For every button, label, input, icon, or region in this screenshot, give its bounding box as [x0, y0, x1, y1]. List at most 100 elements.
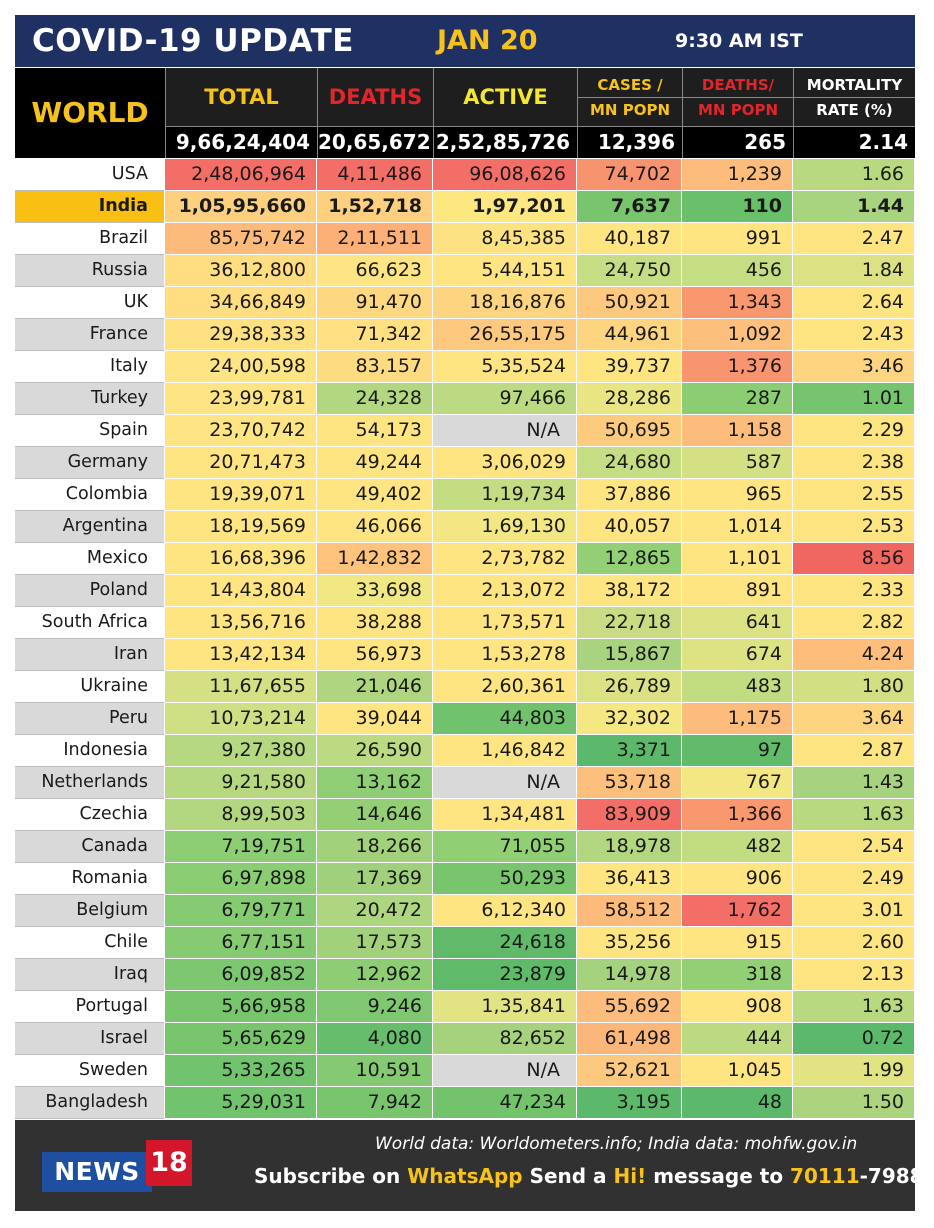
cell-total: 1,05,95,660 — [165, 191, 317, 223]
table-row: Spain 23,70,742 54,173 N/A 50,695 1,158 2.29 — [15, 415, 915, 447]
footer: NEWS 18 World data: Worldometers.info; I… — [15, 1120, 934, 1211]
cell-total: 23,99,781 — [165, 383, 317, 415]
cell-active: 1,97,201 — [433, 191, 577, 223]
logo-18: 18 — [146, 1140, 192, 1186]
header-cases-per-million: CASES / MN POPN — [577, 68, 682, 126]
cell-total: 24,00,598 — [165, 351, 317, 383]
cell-deaths-mn: 483 — [682, 671, 793, 703]
cell-deaths-mn: 287 — [682, 383, 793, 415]
cell-deaths-mn: 1,101 — [682, 543, 793, 575]
cell-mortality: 1.44 — [793, 191, 915, 223]
cell-active: 47,234 — [433, 1087, 577, 1119]
cell-deaths: 66,623 — [317, 255, 433, 287]
table-row: Poland 14,43,804 33,698 2,13,072 38,172 891 2.… — [15, 575, 915, 607]
cell-active: 5,44,151 — [433, 255, 577, 287]
cell-active: 23,879 — [433, 959, 577, 991]
header-mortality-bottom: RATE (%) — [816, 100, 893, 119]
header-deaths: DEATHS — [317, 68, 433, 126]
cell-active: N/A — [433, 1055, 577, 1087]
cell-deaths: 4,11,486 — [317, 159, 433, 191]
cell-deaths-mn: 318 — [682, 959, 793, 991]
cell-deaths-mn: 641 — [682, 607, 793, 639]
table-row: Belgium 6,79,771 20,472 6,12,340 58,512 1,762… — [15, 895, 915, 927]
cell-deaths-mn: 891 — [682, 575, 793, 607]
page-title: COVID-19 UPDATE — [32, 23, 354, 59]
cell-total: 29,38,333 — [165, 319, 317, 351]
cell-deaths-mn: 1,175 — [682, 703, 793, 735]
update-time: 9:30 AM IST — [675, 30, 803, 52]
country-name: Israel — [15, 1023, 165, 1055]
cell-deaths-mn: 110 — [682, 191, 793, 223]
cell-deaths: 17,573 — [317, 927, 433, 959]
cell-cases-mn: 14,978 — [577, 959, 682, 991]
cell-deaths: 46,066 — [317, 511, 433, 543]
cell-active: 71,055 — [433, 831, 577, 863]
cell-mortality: 2.54 — [793, 831, 915, 863]
cell-deaths: 1,42,832 — [317, 543, 433, 575]
cell-deaths: 26,590 — [317, 735, 433, 767]
cell-deaths: 4,080 — [317, 1023, 433, 1055]
cell-active: 26,55,175 — [433, 319, 577, 351]
world-active: 2,52,85,726 — [433, 126, 577, 158]
header-total-label: TOTAL — [204, 85, 279, 109]
cell-cases-mn: 26,789 — [577, 671, 682, 703]
cell-active: 8,45,385 — [433, 223, 577, 255]
cell-mortality: 2.55 — [793, 479, 915, 511]
cell-active: 96,08,626 — [433, 159, 577, 191]
country-name: Czechia — [15, 799, 165, 831]
title-bar: COVID-19 UPDATE JAN 20 9:30 AM IST — [15, 15, 915, 67]
country-name: Iraq — [15, 959, 165, 991]
cell-total: 6,97,898 — [165, 863, 317, 895]
table-row: Sweden 5,33,265 10,591 N/A 52,621 1,045 1.99 — [15, 1055, 915, 1087]
country-name: Germany — [15, 447, 165, 479]
cell-deaths: 17,369 — [317, 863, 433, 895]
cell-total: 11,67,655 — [165, 671, 317, 703]
cell-cases-mn: 24,680 — [577, 447, 682, 479]
cell-total: 5,29,031 — [165, 1087, 317, 1119]
cell-deaths-mn: 1,014 — [682, 511, 793, 543]
cell-cases-mn: 18,978 — [577, 831, 682, 863]
header-mortality-top: MORTALITY — [806, 75, 903, 94]
cell-mortality: 2.87 — [793, 735, 915, 767]
cell-cases-mn: 22,718 — [577, 607, 682, 639]
cell-total: 6,77,151 — [165, 927, 317, 959]
country-name: Belgium — [15, 895, 165, 927]
country-name: India — [15, 191, 165, 223]
cell-total: 19,39,071 — [165, 479, 317, 511]
subscribe-text-2: Send a — [522, 1164, 614, 1188]
cell-active: 97,466 — [433, 383, 577, 415]
cell-deaths-mn: 97 — [682, 735, 793, 767]
country-name: Mexico — [15, 543, 165, 575]
table-row: Canada 7,19,751 18,266 71,055 18,978 482 2.54 — [15, 831, 915, 863]
cell-mortality: 2.60 — [793, 927, 915, 959]
cell-total: 20,71,473 — [165, 447, 317, 479]
cell-deaths: 12,962 — [317, 959, 433, 991]
table-row: USA 2,48,06,964 4,11,486 96,08,626 74,702 1,2… — [15, 159, 915, 191]
cell-cases-mn: 83,909 — [577, 799, 682, 831]
world-deaths-per-million: 265 — [682, 126, 793, 158]
country-name: France — [15, 319, 165, 351]
header-deaths-mn-bottom: MN POPN — [698, 100, 778, 119]
table-row: Germany 20,71,473 49,244 3,06,029 24,680 587 2… — [15, 447, 915, 479]
cell-total: 34,66,849 — [165, 287, 317, 319]
country-name: Indonesia — [15, 735, 165, 767]
country-name: Colombia — [15, 479, 165, 511]
cell-deaths-mn: 674 — [682, 639, 793, 671]
cell-total: 13,42,134 — [165, 639, 317, 671]
table-row: Peru 10,73,214 39,044 44,803 32,302 1,175 3.64 — [15, 703, 915, 735]
cell-active: 2,60,361 — [433, 671, 577, 703]
cell-mortality: 2.64 — [793, 287, 915, 319]
table-row: Portugal 5,66,958 9,246 1,35,841 55,692 908 1.… — [15, 991, 915, 1023]
cell-mortality: 8.56 — [793, 543, 915, 575]
header-cases-mn-top: CASES / — [597, 75, 663, 94]
cell-cases-mn: 55,692 — [577, 991, 682, 1023]
cell-active: 5,35,524 — [433, 351, 577, 383]
cell-mortality: 2.47 — [793, 223, 915, 255]
cell-active: N/A — [433, 767, 577, 799]
subscribe-text-3: message to — [646, 1164, 791, 1188]
cell-total: 6,79,771 — [165, 895, 317, 927]
world-total: 9,66,24,404 — [165, 126, 317, 158]
cell-total: 10,73,214 — [165, 703, 317, 735]
cell-active: 6,12,340 — [433, 895, 577, 927]
cell-mortality: 1.84 — [793, 255, 915, 287]
